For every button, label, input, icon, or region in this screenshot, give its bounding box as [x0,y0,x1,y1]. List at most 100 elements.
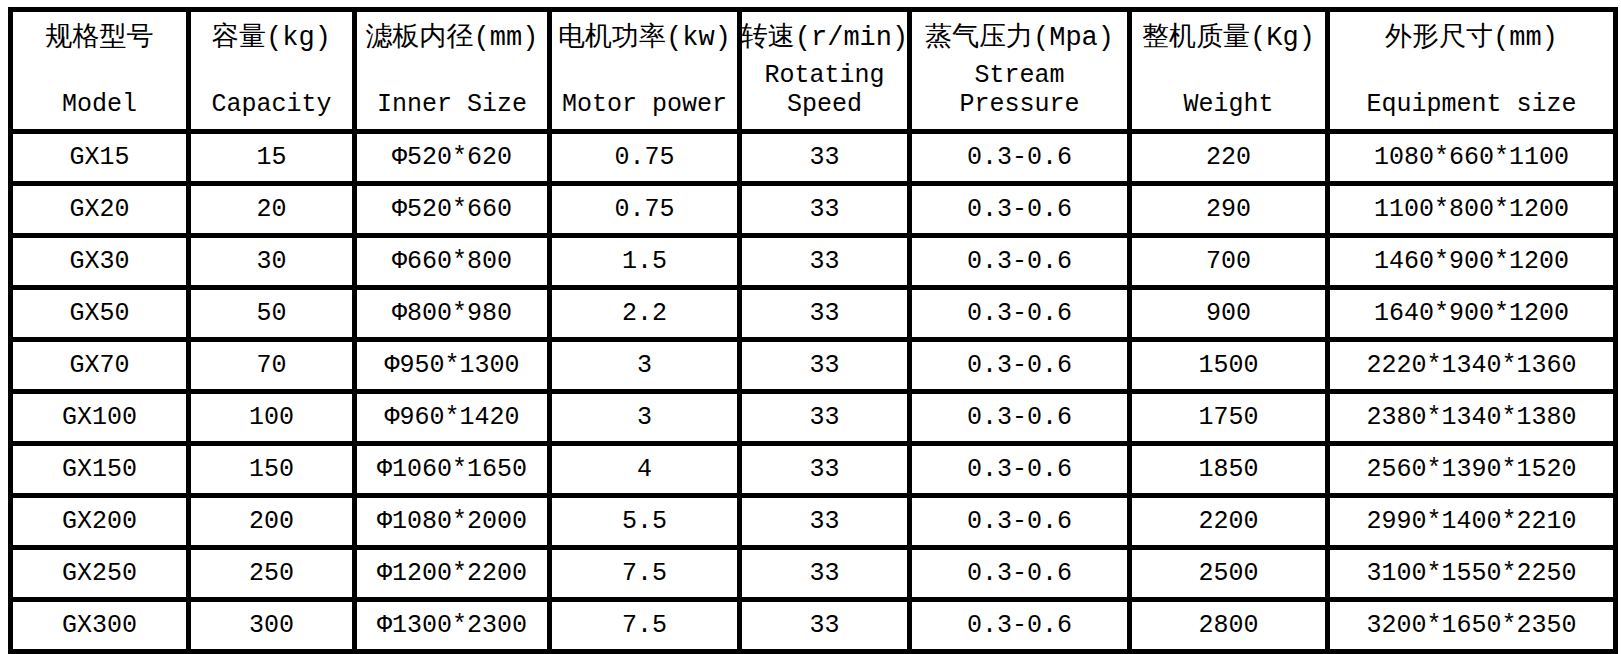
column-header-zh-label: 滤板内径(mm) [366,24,539,54]
column-header-cell: 外形尺寸(mm)Equipment size [1330,15,1613,127]
column-header-zh-label: 外形尺寸(mm) [1385,24,1558,54]
table-cell: 70 [189,340,355,392]
table-cell: 1.5 [550,236,740,288]
table-row: GX100100Φ960*14203330.3-0.617502380*1340… [11,392,1616,444]
column-header-zh-label: 转速(r/min) [741,24,908,54]
table-cell: 33 [740,496,910,548]
table-cell: 33 [740,184,910,236]
table-cell: 2.2 [550,288,740,340]
table-cell: 100 [189,392,355,444]
table-cell: 0.3-0.6 [910,444,1130,496]
table-cell: 30 [189,236,355,288]
table-cell: GX30 [11,236,189,288]
table-cell: Φ960*1420 [355,392,550,444]
table-cell: 33 [740,132,910,184]
table-cell: 3 [550,392,740,444]
table-cell: 150 [189,444,355,496]
table-row: GX300300Φ1300*23007.5330.3-0.628003200*1… [11,600,1616,652]
table-row: GX1515Φ520*6200.75330.3-0.62201080*660*1… [11,132,1616,184]
column-header: 转速(r/min) Rotating Speed [740,10,910,132]
table-cell: Φ520*660 [355,184,550,236]
table-cell: 220 [1130,132,1328,184]
column-header-zh-label: 蒸气压力(Mpa) [925,24,1114,54]
column-header-cell: 规格型号Model [13,15,186,127]
table-cell: GX150 [11,444,189,496]
table-cell: 3100*1550*2250 [1328,548,1616,600]
header-row: 规格型号Model 容量(kg) Capacity 滤板内径(mm) Inner Siz… [11,10,1616,132]
table-cell: Φ660*800 [355,236,550,288]
table-cell: GX15 [11,132,189,184]
table-row: GX5050Φ800*9802.2330.3-0.69001640*900*12… [11,288,1616,340]
table-cell: 5.5 [550,496,740,548]
column-header-en-label: Capacity [211,91,331,120]
column-header: 外形尺寸(mm)Equipment size [1328,10,1616,132]
table-cell: Φ1300*2300 [355,600,550,652]
table-cell: 2990*1400*2210 [1328,496,1616,548]
column-header-en-label: Weight [1183,91,1273,120]
table-cell: 1500 [1130,340,1328,392]
table-cell: GX250 [11,548,189,600]
table-row: GX200200Φ1080*20005.5330.3-0.622002990*1… [11,496,1616,548]
table-cell: 200 [189,496,355,548]
table-cell: 33 [740,600,910,652]
column-header-cell: 整机质量(Kg)Weight [1132,15,1325,127]
table-cell: 1640*900*1200 [1328,288,1616,340]
table-cell: 7.5 [550,548,740,600]
column-header: 滤板内径(mm) Inner Size [355,10,550,132]
table-cell: 1080*660*1100 [1328,132,1616,184]
table-cell: GX300 [11,600,189,652]
table-row: GX250250Φ1200*22007.5330.3-0.625003100*1… [11,548,1616,600]
table-cell: 0.75 [550,184,740,236]
table-cell: 0.3-0.6 [910,548,1130,600]
column-header: 容量(kg) Capacity [189,10,355,132]
table-cell: 4 [550,444,740,496]
table-cell: 1750 [1130,392,1328,444]
table-cell: Φ950*1300 [355,340,550,392]
table-cell: 7.5 [550,600,740,652]
table-cell: 0.3-0.6 [910,184,1130,236]
table-cell: 20 [189,184,355,236]
table-cell: 1460*900*1200 [1328,236,1616,288]
page: 规格型号Model 容量(kg) Capacity 滤板内径(mm) Inner Siz… [0,0,1621,654]
column-header-cell: 转速(r/min) Rotating Speed [742,15,907,127]
table-cell: 3 [550,340,740,392]
table-cell: 1850 [1130,444,1328,496]
column-header-en-label: Motor power [562,91,727,120]
table-row: GX2020Φ520*6600.75330.3-0.62901100*800*1… [11,184,1616,236]
table-cell: GX200 [11,496,189,548]
table-cell: 900 [1130,288,1328,340]
column-header-cell: 容量(kg) Capacity [191,15,352,127]
column-header-cell: 蒸气压力(Mpa)Stream Pressure [912,15,1127,127]
table-cell: 2220*1340*1360 [1328,340,1616,392]
table-cell: 700 [1130,236,1328,288]
table-cell: Φ1200*2200 [355,548,550,600]
table-cell: 0.3-0.6 [910,392,1130,444]
column-header-zh-label: 容量(kg) [212,24,331,54]
table-cell: 2560*1390*1520 [1328,444,1616,496]
column-header-zh-label: 电机功率(kw) [558,24,731,54]
table-cell: Φ1060*1650 [355,444,550,496]
table-row: GX7070Φ950*13003330.3-0.615002220*1340*1… [11,340,1616,392]
table-cell: 0.3-0.6 [910,340,1130,392]
table-cell: 33 [740,548,910,600]
table-cell: GX100 [11,392,189,444]
table-cell: 2500 [1130,548,1328,600]
table-cell: GX70 [11,340,189,392]
column-header: 整机质量(Kg)Weight [1130,10,1328,132]
table-cell: 2200 [1130,496,1328,548]
table-cell: 1100*800*1200 [1328,184,1616,236]
column-header-en-label: Rotating Speed [744,62,905,120]
table-cell: 15 [189,132,355,184]
column-header-cell: 滤板内径(mm) Inner Size [357,15,547,127]
column-header: 电机功率(kw) Motor power [550,10,740,132]
table-cell: GX20 [11,184,189,236]
table-cell: 0.3-0.6 [910,236,1130,288]
table-cell: 33 [740,236,910,288]
table-cell: 0.75 [550,132,740,184]
table-cell: Φ520*620 [355,132,550,184]
table-cell: 0.3-0.6 [910,132,1130,184]
table-cell: 33 [740,288,910,340]
table-cell: Φ1080*2000 [355,496,550,548]
table-cell: 300 [189,600,355,652]
column-header-en-label: Inner Size [377,91,527,120]
